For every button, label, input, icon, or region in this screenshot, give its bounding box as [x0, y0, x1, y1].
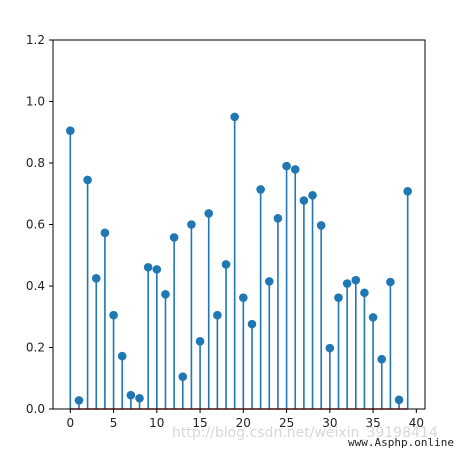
- y-tick-label: 0.8: [26, 156, 45, 170]
- stem-marker: [334, 293, 343, 302]
- x-tick-label: 30: [322, 416, 337, 430]
- axes-frame: [52, 39, 426, 410]
- stem-marker: [360, 288, 369, 298]
- stem-marker: [394, 395, 404, 405]
- stems: [69, 116, 409, 409]
- stem-marker: [221, 260, 231, 269]
- stem-marker: [377, 354, 387, 364]
- y-tick-label: 1.2: [26, 33, 45, 47]
- watermark-blog: http://blog.csdn.net/weixin_39198414: [172, 425, 438, 441]
- stem-marker: [264, 277, 274, 286]
- x-tick-label: 20: [236, 416, 251, 430]
- stem-marker: [152, 265, 162, 274]
- y-tick-label: 0.0: [26, 402, 45, 416]
- stem-marker: [386, 277, 395, 287]
- stem-marker: [204, 209, 214, 218]
- stem-marker: [126, 390, 136, 400]
- y-axis-ticks: 0.0 0.2 0.4 0.6 0.8 1.0 1.2: [26, 33, 53, 416]
- stem-marker: [351, 275, 361, 285]
- stem-marker: [325, 343, 335, 353]
- x-tick-label: 10: [149, 416, 164, 430]
- watermark-site: www.Asphp.online: [348, 436, 454, 449]
- x-tick-label: 40: [409, 416, 424, 430]
- stem-marker: [91, 274, 101, 283]
- stem-marker: [213, 310, 222, 320]
- x-tick-label: 5: [110, 416, 118, 430]
- stem-marker: [195, 337, 205, 346]
- stem-marker: [169, 233, 179, 242]
- stem-marker: [403, 186, 412, 196]
- stem-marker: [308, 190, 317, 200]
- stem-marker: [247, 319, 257, 329]
- markers: [66, 112, 412, 405]
- y-tick-label: 1.0: [26, 95, 45, 109]
- stem-marker: [290, 165, 300, 174]
- y-tick-label: 0.6: [26, 218, 45, 232]
- stem-marker: [342, 279, 352, 288]
- y-tick-label: 0.4: [26, 279, 45, 293]
- stem-marker: [230, 112, 239, 122]
- x-tick-label: 25: [279, 416, 294, 430]
- stem-marker: [74, 396, 84, 405]
- stem-marker: [178, 372, 188, 382]
- stem-marker: [273, 214, 283, 223]
- stem-marker: [83, 175, 92, 185]
- stem-marker: [187, 220, 196, 229]
- stem-marker: [256, 185, 265, 194]
- stem-marker: [282, 161, 291, 171]
- stem-marker: [135, 393, 144, 403]
- stem-marker: [109, 310, 118, 320]
- stem-marker: [239, 293, 248, 302]
- x-tick-label: 0: [66, 416, 74, 430]
- x-axis-ticks: 0 5 10 15 20 25 30 35 40: [66, 409, 424, 430]
- stem-marker: [316, 221, 326, 230]
- stem-marker: [161, 290, 170, 299]
- x-tick-label: 35: [365, 416, 380, 430]
- stem-marker: [299, 196, 309, 205]
- stem-marker: [368, 313, 378, 322]
- stem-marker: [117, 351, 127, 361]
- stem-marker: [100, 228, 110, 238]
- stem-marker: [143, 262, 153, 272]
- x-tick-label: 15: [192, 416, 207, 430]
- y-tick-label: 0.2: [26, 341, 45, 355]
- stem-marker: [66, 126, 75, 136]
